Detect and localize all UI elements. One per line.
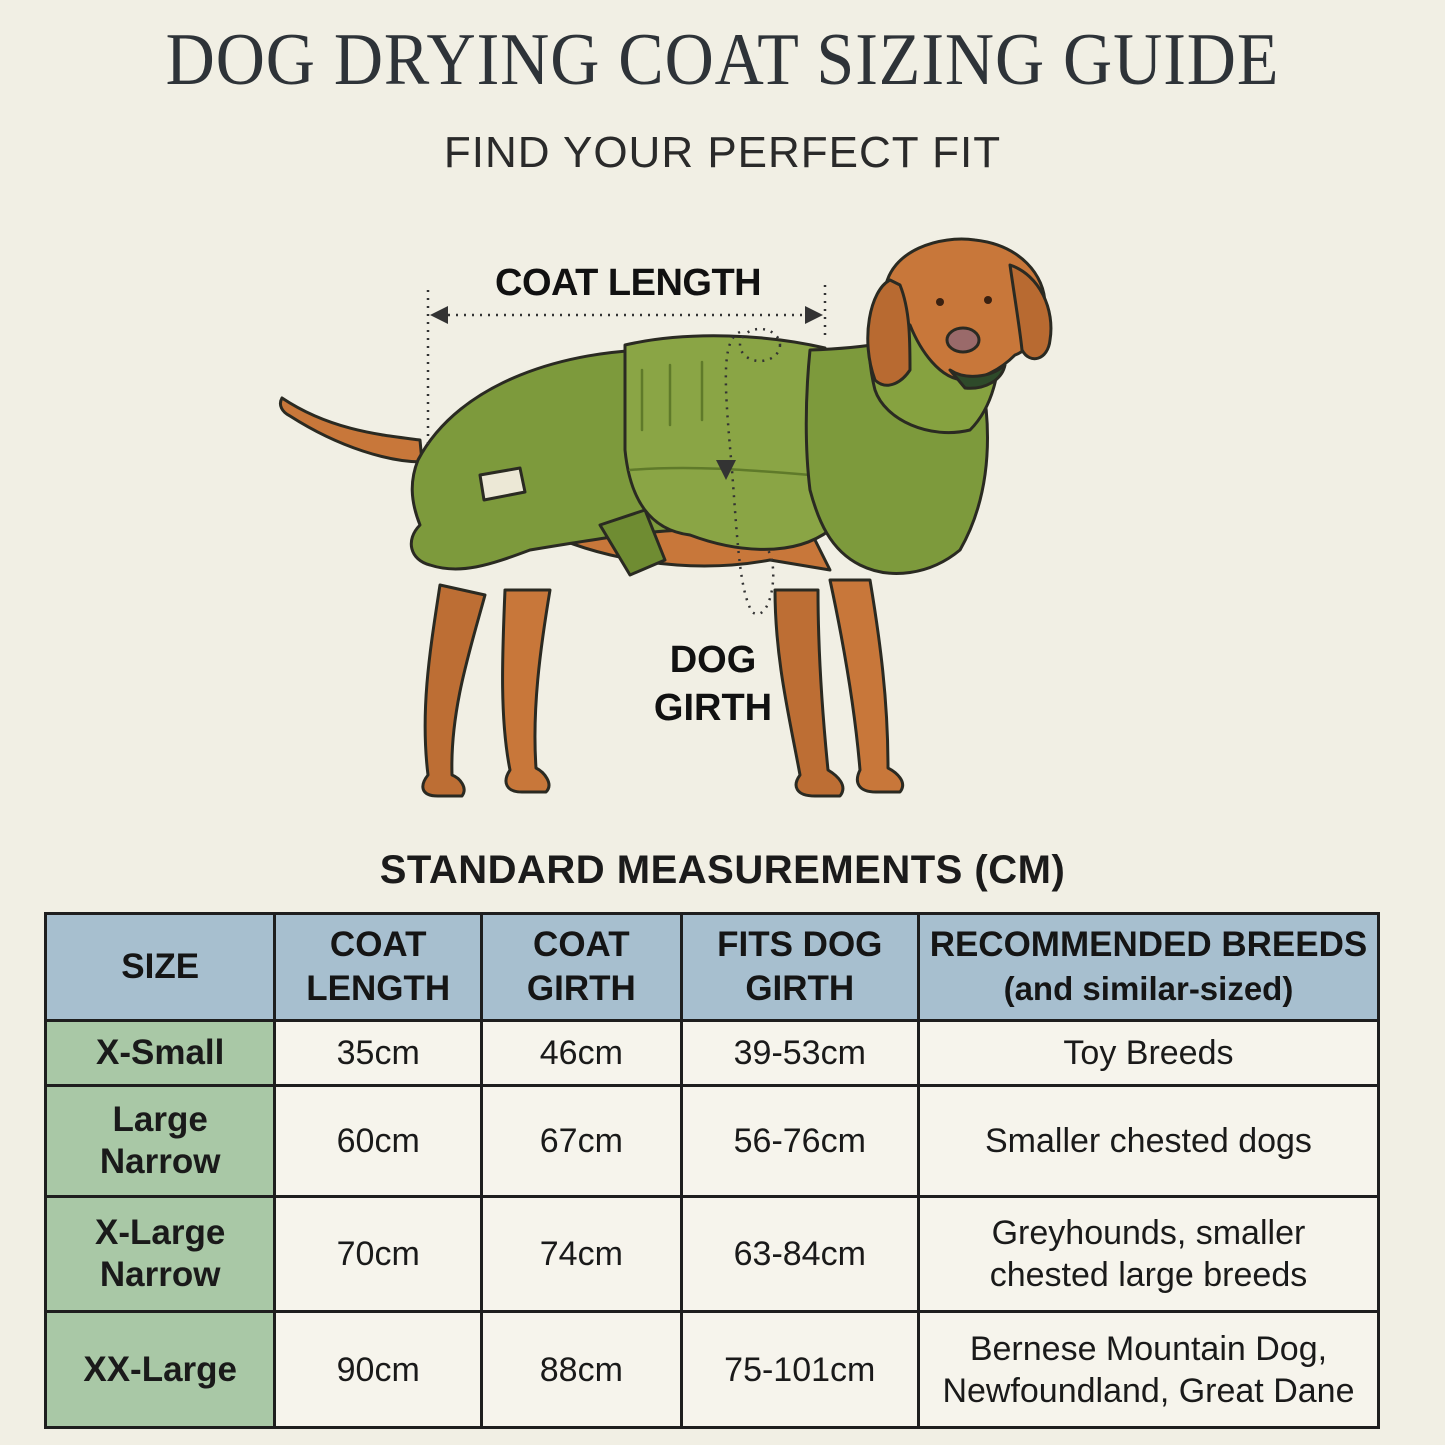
breeds-line: Greyhounds, smaller [991, 1214, 1306, 1252]
coat-length-cell: 70cm [273, 1195, 484, 1313]
size-table: SIZE COAT LENGTH COAT GIRTH FITS DOG GIR… [43, 912, 1381, 1429]
header-line: SIZE [121, 947, 200, 986]
size-label: Narrow [99, 1142, 221, 1181]
table-header-row: SIZE COAT LENGTH COAT GIRTH FITS DOG GIR… [43, 912, 1381, 1022]
size-label: X-Small [95, 1033, 225, 1072]
size-cell: Large Narrow [43, 1084, 277, 1198]
column-header-fits-dog-girth: FITS DOG GIRTH [679, 912, 920, 1022]
size-label: Narrow [99, 1255, 221, 1294]
coat-length-label: COAT LENGTH [495, 262, 762, 304]
breeds-line: Smaller chested dogs [984, 1122, 1312, 1160]
header-line: RECOMMENDED BREEDS [929, 925, 1368, 964]
size-label: Large [112, 1100, 208, 1139]
size-label: XX-Large [83, 1349, 237, 1389]
breeds-cell: Smaller chested dogs [916, 1084, 1381, 1198]
column-header-coat-girth: COAT GIRTH [480, 912, 683, 1022]
breeds-line: chested large breeds [989, 1256, 1308, 1294]
page-title: DOG DRYING COAT SIZING GUIDE [165, 19, 1280, 101]
table-heading: STANDARD MEASUREMENTS (CM) [379, 848, 1066, 892]
header-line: COAT [533, 925, 630, 964]
breeds-cell: Toy Breeds [916, 1019, 1381, 1087]
table-row: X-Large Narrow 70cm 74cm 63-84cm Greyhou… [43, 1195, 1381, 1313]
breeds-cell: Greyhounds, smaller chested large breeds [916, 1195, 1381, 1313]
page-subtitle: FIND YOUR PERFECT FIT [443, 128, 1002, 177]
dog-girth-label-line2: GIRTH [653, 687, 773, 729]
fits-dog-girth-cell: 75-101cm [679, 1310, 920, 1429]
size-cell: X-Large Narrow [43, 1195, 277, 1313]
column-header-recommended-breeds: RECOMMENDED BREEDS (and similar-sized) [916, 912, 1381, 1022]
size-cell: XX-Large [43, 1310, 277, 1429]
dog-girth-label-line1: DOG [669, 639, 757, 681]
table-row: XX-Large 90cm 88cm 75-101cm Bernese Moun… [43, 1310, 1381, 1429]
coat-length-cell: 60cm [273, 1084, 484, 1198]
dog-coat-illustration [278, 237, 1053, 798]
coat-girth-cell: 88cm [480, 1310, 683, 1429]
coat-girth-cell: 46cm [480, 1019, 683, 1087]
fits-dog-girth-cell: 56-76cm [679, 1084, 920, 1198]
column-header-size: SIZE [43, 912, 277, 1022]
table-row: Large Narrow 60cm 67cm 56-76cm Smaller c… [43, 1084, 1381, 1198]
header-subline: (and similar-sized) [1003, 970, 1294, 1007]
header-line: GIRTH [526, 969, 636, 1008]
breeds-line: Bernese Mountain Dog, [969, 1329, 1328, 1368]
size-label: X-Large [95, 1213, 226, 1252]
size-cell: X-Small [43, 1019, 277, 1087]
header-line: LENGTH [306, 969, 451, 1008]
fits-dog-girth-cell: 63-84cm [679, 1195, 920, 1313]
coat-girth-cell: 67cm [480, 1084, 683, 1198]
header-line: FITS DOG [717, 925, 883, 964]
breeds-cell: Bernese Mountain Dog, Newfoundland, Grea… [916, 1310, 1381, 1429]
breeds-line: Toy Breeds [1063, 1034, 1234, 1072]
breeds-line: Newfoundland, Great Dane [942, 1371, 1355, 1410]
coat-length-cell: 90cm [273, 1310, 484, 1429]
header-line: GIRTH [745, 969, 855, 1008]
coat-girth-cell: 74cm [480, 1195, 683, 1313]
fits-dog-girth-cell: 39-53cm [679, 1019, 920, 1087]
header-line: COAT [329, 925, 427, 964]
coat-length-cell: 35cm [273, 1019, 484, 1087]
table-row: X-Small 35cm 46cm 39-53cm Toy Breeds [43, 1019, 1381, 1087]
column-header-coat-length: COAT LENGTH [273, 912, 484, 1022]
dog-girth-label: DOG GIRTH [648, 636, 778, 732]
